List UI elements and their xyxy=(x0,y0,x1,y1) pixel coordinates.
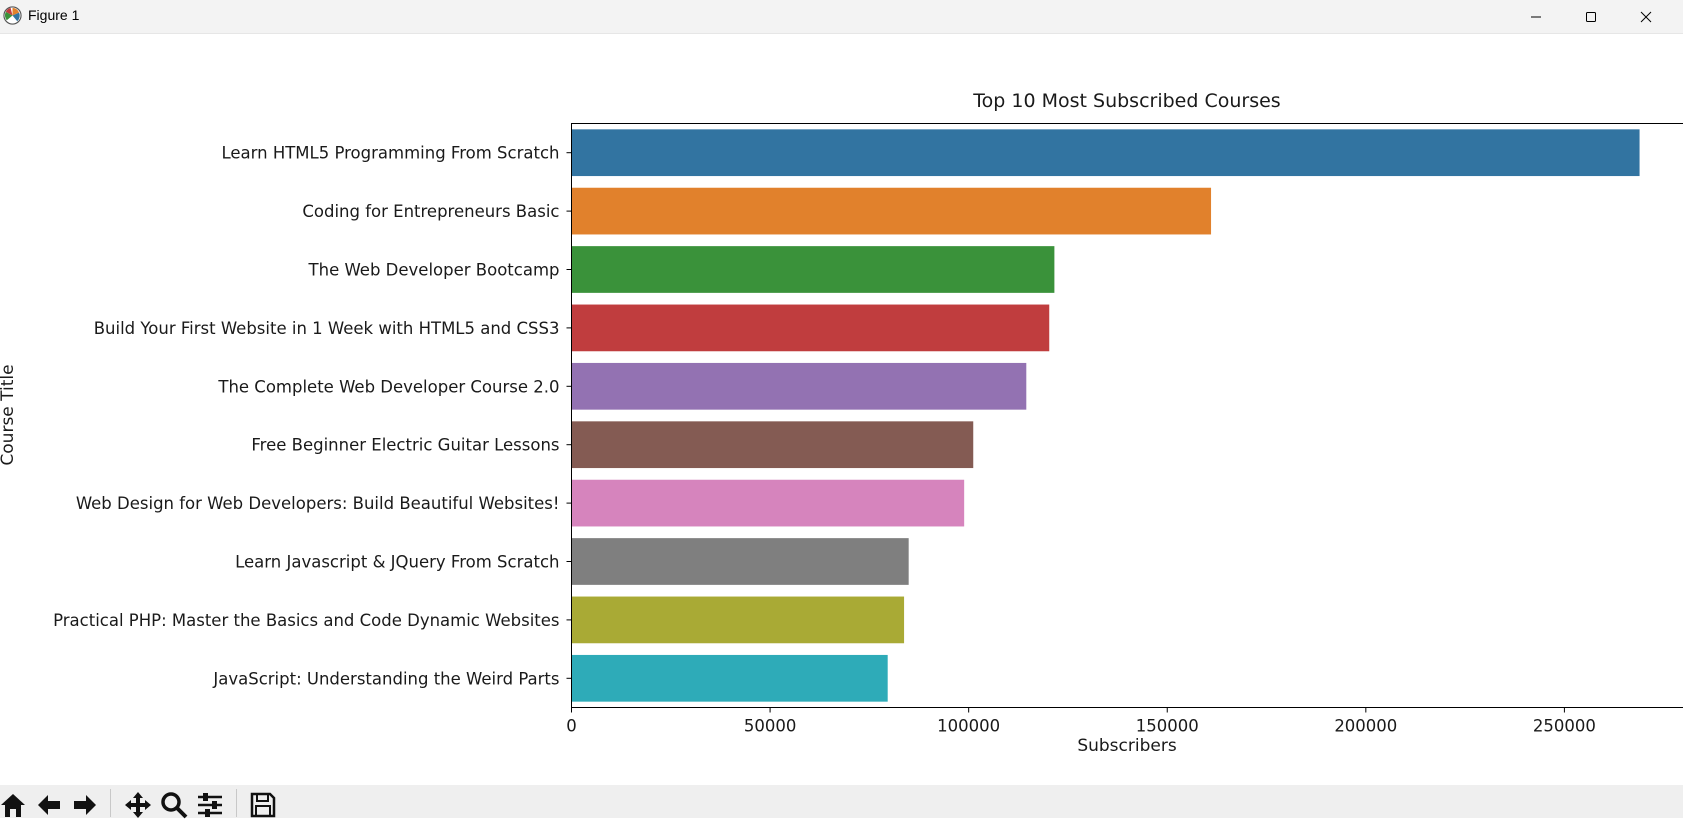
bar xyxy=(572,480,965,527)
bar xyxy=(572,188,1212,235)
maximize-button[interactable] xyxy=(1563,0,1618,33)
bar xyxy=(572,655,888,702)
x-tick-label: 250000 xyxy=(1533,717,1596,736)
bar-chart: Top 10 Most Subscribed Courses Learn HTM… xyxy=(0,34,1683,785)
forward-arrow-icon xyxy=(71,791,99,819)
y-tick-label: Web Design for Web Developers: Build Bea… xyxy=(76,494,560,513)
toolbar-separator xyxy=(236,789,237,817)
pan-icon xyxy=(124,791,152,819)
y-tick-label: The Complete Web Developer Course 2.0 xyxy=(217,377,559,396)
y-tick-label: The Web Developer Bootcamp xyxy=(308,261,560,280)
x-axis-label: Subscribers xyxy=(1077,736,1177,756)
x-tick-label: 0 xyxy=(566,717,577,736)
y-tick-label: Build Your First Website in 1 Week with … xyxy=(94,319,560,338)
bar xyxy=(572,363,1027,410)
toolbar-separator xyxy=(110,789,111,817)
navigation-toolbar xyxy=(0,785,1683,818)
bar xyxy=(572,129,1640,176)
home-icon xyxy=(0,791,27,819)
bar xyxy=(572,538,909,585)
bar xyxy=(572,305,1050,352)
home-button[interactable] xyxy=(0,788,30,822)
figure-canvas: Top 10 Most Subscribed Courses Learn HTM… xyxy=(0,34,1683,785)
back-button[interactable] xyxy=(32,788,66,822)
forward-button[interactable] xyxy=(68,788,102,822)
x-tick-label: 100000 xyxy=(937,717,1000,736)
pan-button[interactable] xyxy=(121,788,155,822)
y-axis-label: Course Title xyxy=(0,364,18,465)
y-tick-label: Free Beginner Electric Guitar Lessons xyxy=(251,436,559,455)
minimize-button[interactable] xyxy=(1508,0,1563,33)
bar xyxy=(572,246,1055,293)
bar xyxy=(572,597,905,644)
minimize-icon xyxy=(1530,11,1542,23)
zoom-button[interactable] xyxy=(157,788,191,822)
configure-subplots-icon xyxy=(196,791,224,819)
x-tick-label: 200000 xyxy=(1334,717,1397,736)
configure-subplots-button[interactable] xyxy=(193,788,227,822)
close-button[interactable] xyxy=(1618,0,1673,33)
y-tick-label: Practical PHP: Master the Basics and Cod… xyxy=(53,611,559,630)
y-tick-label: JavaScript: Understanding the Weird Part… xyxy=(212,669,559,688)
window-title: Figure 1 xyxy=(28,7,79,23)
x-tick-label: 150000 xyxy=(1136,717,1199,736)
save-button[interactable] xyxy=(246,788,280,822)
y-tick-label: Learn Javascript & JQuery From Scratch xyxy=(235,553,559,572)
x-tick-label: 50000 xyxy=(744,717,797,736)
bar xyxy=(572,421,974,468)
window-titlebar: Figure 1 xyxy=(0,0,1683,34)
y-tick-label: Coding for Entrepreneurs Basic xyxy=(302,202,559,221)
maximize-icon xyxy=(1585,11,1597,23)
back-arrow-icon xyxy=(35,791,63,819)
save-icon xyxy=(249,791,277,819)
zoom-icon xyxy=(160,791,188,819)
y-tick-label: Learn HTML5 Programming From Scratch xyxy=(221,144,559,163)
chart-title: Top 10 Most Subscribed Courses xyxy=(972,90,1280,112)
close-icon xyxy=(1640,11,1652,23)
matplotlib-logo-icon xyxy=(3,6,22,25)
